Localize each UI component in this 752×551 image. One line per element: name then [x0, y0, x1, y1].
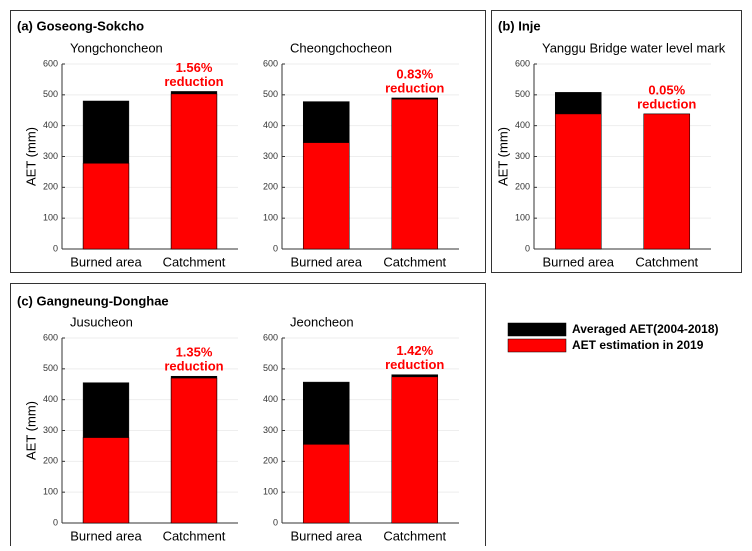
y-tick-label: 0 — [53, 243, 58, 253]
annotation: reduction — [164, 359, 223, 374]
y-tick-label: 400 — [515, 120, 530, 130]
bar — [554, 113, 602, 250]
y-tick-label: 100 — [515, 213, 530, 223]
annotation: 0.05% — [648, 82, 685, 97]
chart-title: Yanggu Bridge water level mark — [542, 40, 726, 55]
y-tick-label: 300 — [515, 151, 530, 161]
legend-label: AET estimation in 2019 — [572, 338, 704, 352]
x-tick-label: Burned area — [70, 254, 142, 269]
y-tick-label: 100 — [43, 487, 58, 497]
legend-swatch — [507, 322, 567, 337]
y-axis-label: AET (mm) — [495, 127, 510, 186]
chart-title: Jusucheon — [70, 314, 133, 329]
x-tick-label: Burned area — [290, 254, 362, 269]
bar — [82, 437, 130, 524]
y-tick-label: 100 — [263, 487, 278, 497]
annotation: 1.35% — [176, 345, 213, 360]
annotation: 1.56% — [176, 60, 213, 75]
y-tick-label: 400 — [263, 120, 278, 130]
annotation: 1.42% — [396, 343, 433, 358]
bar — [170, 377, 218, 524]
legend-swatch — [507, 338, 567, 353]
panel-label: (a) Goseong-Sokcho — [17, 18, 144, 33]
annotation: 0.83% — [396, 66, 433, 81]
bar — [302, 444, 350, 524]
y-tick-label: 600 — [515, 58, 530, 68]
bar — [82, 163, 130, 250]
panel-frame — [491, 10, 742, 273]
y-tick-label: 100 — [43, 213, 58, 223]
chart-title: Jeoncheon — [290, 314, 354, 329]
y-tick-label: 400 — [43, 394, 58, 404]
x-tick-label: Burned area — [290, 528, 362, 543]
y-tick-label: 200 — [43, 182, 58, 192]
y-tick-label: 500 — [263, 89, 278, 99]
y-tick-label: 200 — [263, 182, 278, 192]
x-tick-label: Catchment — [635, 254, 698, 269]
x-tick-label: Burned area — [542, 254, 614, 269]
annotation: reduction — [164, 74, 223, 89]
y-axis-label: AET (mm) — [23, 127, 38, 186]
y-tick-label: 500 — [263, 363, 278, 373]
bar — [643, 113, 691, 250]
y-tick-label: 600 — [43, 58, 58, 68]
y-tick-label: 400 — [263, 394, 278, 404]
y-tick-label: 0 — [53, 517, 58, 527]
y-tick-label: 300 — [43, 425, 58, 435]
y-tick-label: 0 — [525, 243, 530, 253]
y-axis-label: AET (mm) — [23, 401, 38, 460]
y-tick-label: 500 — [43, 363, 58, 373]
x-tick-label: Catchment — [383, 254, 446, 269]
x-tick-label: Catchment — [163, 254, 226, 269]
annotation: reduction — [385, 357, 444, 372]
panel-label: (b) Inje — [498, 18, 541, 33]
chart-title: Cheongchocheon — [290, 40, 392, 55]
y-tick-label: 300 — [263, 425, 278, 435]
y-tick-label: 500 — [515, 89, 530, 99]
y-tick-label: 600 — [263, 58, 278, 68]
y-tick-label: 0 — [273, 517, 278, 527]
legend-label: Averaged AET(2004-2018) — [572, 322, 719, 336]
annotation: reduction — [385, 80, 444, 95]
x-tick-label: Burned area — [70, 528, 142, 543]
y-tick-label: 200 — [263, 456, 278, 466]
y-tick-label: 300 — [263, 151, 278, 161]
bar — [302, 142, 350, 250]
x-tick-label: Catchment — [163, 528, 226, 543]
x-tick-label: Catchment — [383, 528, 446, 543]
y-tick-label: 200 — [43, 456, 58, 466]
annotation: reduction — [637, 96, 696, 111]
y-tick-label: 200 — [515, 182, 530, 192]
bar — [391, 98, 439, 250]
y-tick-label: 400 — [43, 120, 58, 130]
y-tick-label: 300 — [43, 151, 58, 161]
bar — [391, 376, 439, 524]
bar — [170, 93, 218, 250]
panel-label: (c) Gangneung-Donghae — [17, 293, 169, 308]
y-tick-label: 0 — [273, 243, 278, 253]
chart-title: Yongchoncheon — [70, 40, 163, 55]
panel-frame — [10, 283, 486, 551]
panel-frame — [10, 10, 486, 273]
y-tick-label: 100 — [263, 213, 278, 223]
y-tick-label: 600 — [263, 332, 278, 342]
y-tick-label: 500 — [43, 89, 58, 99]
y-tick-label: 600 — [43, 332, 58, 342]
